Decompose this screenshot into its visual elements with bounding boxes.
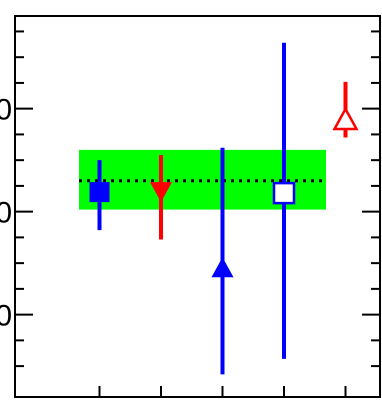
data-points [89,42,359,375]
y-tick-label: 0 [0,197,12,230]
square-marker [89,182,110,203]
y-tick-label: 0 [0,300,12,333]
y-tick-label: 0 [0,94,12,127]
triangle-down-marker [150,182,172,203]
square-marker [272,181,296,205]
axis-ticks [15,30,380,397]
triangle-up-marker [211,257,234,278]
plot-frame [14,15,381,398]
triangle-up-marker [332,106,359,131]
y-tick-labels: 0 0 0 [0,94,12,333]
